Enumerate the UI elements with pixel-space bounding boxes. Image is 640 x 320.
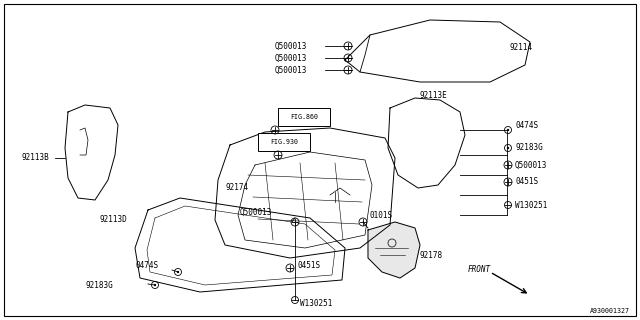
Text: Q500013: Q500013 [275, 42, 307, 51]
Text: 0474S: 0474S [135, 260, 158, 269]
Text: 92113E: 92113E [420, 91, 448, 100]
Text: Q500013: Q500013 [275, 53, 307, 62]
Text: A930001327: A930001327 [590, 308, 630, 314]
Text: 92178: 92178 [420, 251, 443, 260]
Text: W130251: W130251 [300, 299, 332, 308]
Circle shape [507, 129, 509, 131]
Text: 92183G: 92183G [85, 281, 113, 290]
Polygon shape [368, 222, 420, 278]
Text: Q500013: Q500013 [240, 207, 273, 217]
Text: 92174: 92174 [225, 183, 248, 193]
Text: 0451S: 0451S [515, 178, 538, 187]
Text: FRONT: FRONT [468, 266, 491, 275]
Polygon shape [65, 105, 118, 200]
Circle shape [507, 147, 509, 149]
Polygon shape [135, 198, 345, 292]
Bar [258, 133, 310, 151]
Text: 0451S: 0451S [298, 260, 321, 269]
Text: W130251: W130251 [515, 201, 547, 210]
Text: 92183G: 92183G [515, 143, 543, 153]
Bar [278, 108, 330, 126]
Polygon shape [388, 98, 465, 188]
Polygon shape [215, 128, 395, 258]
Text: 92113B: 92113B [22, 154, 50, 163]
Polygon shape [345, 20, 530, 82]
Circle shape [154, 284, 156, 286]
Circle shape [177, 271, 179, 273]
Text: Q500013: Q500013 [515, 161, 547, 170]
Text: FIG.860: FIG.860 [290, 114, 318, 120]
Text: FIG.930: FIG.930 [270, 139, 298, 145]
Text: 0474S: 0474S [515, 122, 538, 131]
Text: Q500013: Q500013 [275, 66, 307, 75]
Text: 0101S: 0101S [370, 212, 393, 220]
Text: 92114: 92114 [510, 44, 533, 52]
Text: 92113D: 92113D [100, 215, 128, 225]
